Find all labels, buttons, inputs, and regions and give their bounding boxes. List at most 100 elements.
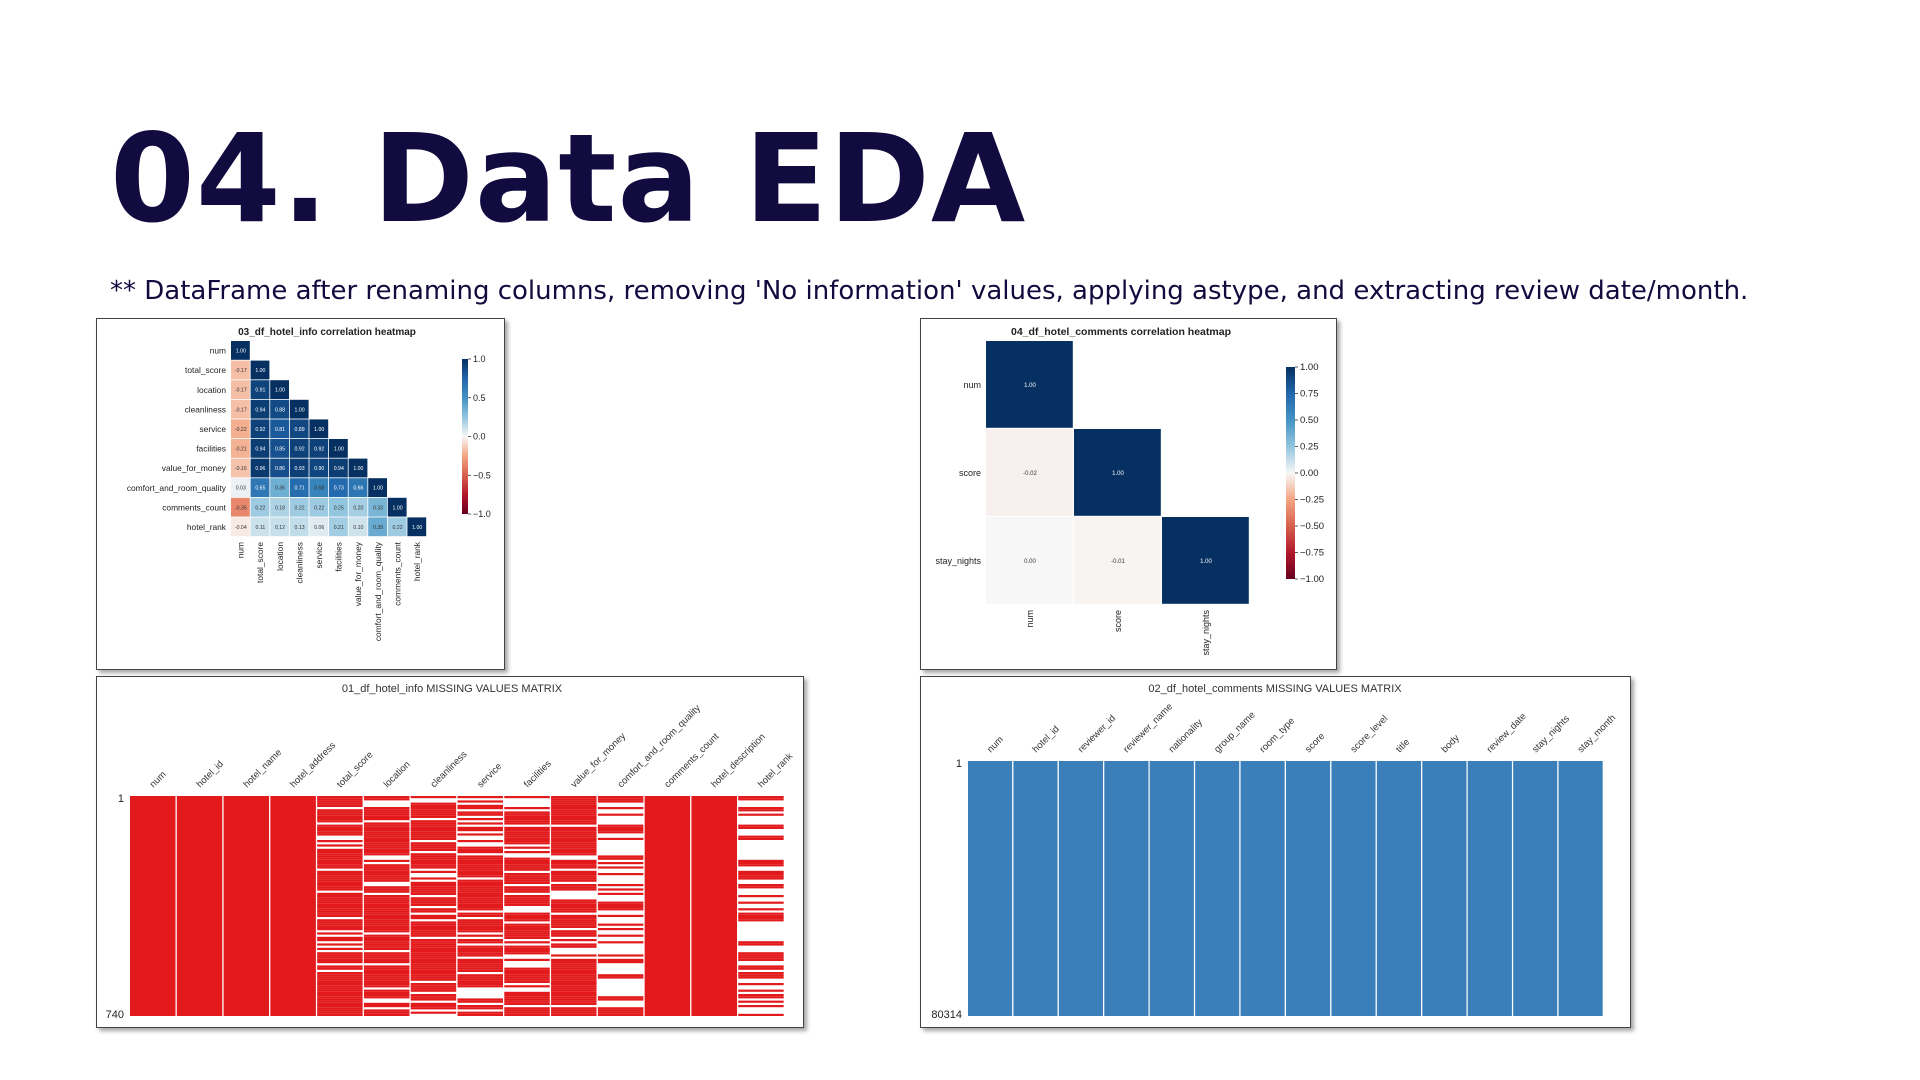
filled-row-band [317, 886, 363, 889]
filled-row-band [551, 917, 597, 920]
x-tick-label: facilities [334, 542, 344, 572]
heatmap-cell-value: 0.65 [255, 486, 265, 492]
filled-row-band [597, 862, 644, 865]
column-partial [551, 796, 597, 1016]
filled-row-band [410, 857, 457, 860]
filled-row-band [597, 1007, 644, 1010]
column-label: total_score [335, 749, 376, 790]
filled-row-band [597, 873, 644, 876]
heatmap-cell [329, 478, 348, 497]
heatmap-cell-value: 0.94 [255, 407, 265, 413]
filled-row-band [457, 848, 504, 851]
filled-row-band [551, 798, 597, 801]
heatmap-cell-value: 0.58 [314, 486, 324, 492]
heatmap-cell-value: 1.00 [373, 486, 383, 492]
heatmap-cell-value: 0.38 [373, 525, 383, 531]
filled-row-band [363, 994, 410, 997]
filled-row-band [551, 851, 597, 854]
filled-row-band [457, 1013, 504, 1016]
y-tick-label: cleanliness [185, 404, 226, 414]
filled-row-band [317, 925, 363, 928]
column-filled [1149, 761, 1194, 1016]
filled-row-band [363, 941, 410, 944]
filled-row-band [551, 919, 597, 922]
filled-row-band [504, 901, 550, 904]
filled-row-band [457, 952, 504, 955]
heatmap-cell-value: 0.96 [255, 466, 265, 472]
heatmap-cell-value: 0.22 [255, 505, 265, 511]
column-label: score [1303, 731, 1327, 755]
filled-row-band [457, 954, 504, 957]
filled-row-band [457, 796, 504, 799]
filled-row-band [363, 958, 410, 961]
heatmap-cell [348, 458, 368, 478]
heatmap-cell [289, 517, 309, 537]
heatmap-cell-value: 0.71 [295, 486, 305, 492]
chart-title: 02_df_hotel_comments MISSING VALUES MATR… [1148, 683, 1402, 695]
heatmap-cell-value: -0.01 [1111, 559, 1125, 565]
filled-row-band [363, 974, 410, 977]
filled-row-band [738, 974, 784, 977]
hotel-comments-missing-matrix-panel: 02_df_hotel_comments MISSING VALUES MATR… [920, 676, 1631, 1028]
filled-row-band [457, 963, 504, 966]
colorbar [1286, 367, 1295, 579]
filled-row-band [504, 919, 550, 922]
filled-row-band [738, 826, 784, 829]
filled-row-band [551, 925, 597, 928]
filled-row-band [504, 1009, 550, 1012]
heatmap-cell-value: -0.21 [235, 447, 247, 453]
filled-row-band [363, 829, 410, 832]
filled-row-band [457, 939, 504, 942]
filled-row-band [597, 837, 644, 840]
filled-row-band [410, 877, 457, 880]
filled-row-band [317, 895, 363, 898]
heatmap-cell-value: 0.00 [1024, 559, 1036, 565]
filled-row-band [504, 925, 550, 928]
hotel-info-correlation-heatmap: 03_df_hotel_info correlation heatmap num n… [127, 327, 491, 641]
column-label: hotel_id [1030, 724, 1061, 755]
filled-row-band [457, 969, 504, 972]
filled-row-band [551, 989, 597, 992]
heatmap-cell [368, 478, 387, 497]
filled-row-band [317, 939, 363, 942]
heatmap-cell [270, 399, 289, 419]
filled-row-band [317, 857, 363, 860]
filled-row-band [363, 864, 410, 867]
filled-row-band [317, 813, 363, 816]
filled-row-band [317, 967, 363, 970]
filled-row-band [317, 910, 363, 913]
y-tick-label: service [199, 424, 226, 434]
filled-row-band [457, 934, 504, 937]
filled-row-band [457, 826, 504, 829]
filled-row-band [504, 842, 550, 845]
filled-row-band [410, 833, 457, 836]
filled-row-band [317, 820, 363, 823]
filled-row-band [317, 831, 363, 834]
filled-row-band [363, 815, 410, 818]
filled-row-band [504, 864, 550, 867]
filled-row-band [317, 954, 363, 957]
filled-row-band [317, 798, 363, 801]
column-label: num [148, 769, 169, 790]
filled-row-band [317, 1007, 363, 1010]
filled-row-band [597, 906, 644, 909]
filled-row-band [738, 835, 784, 838]
filled-row-band [317, 862, 363, 865]
filled-row-band [738, 941, 784, 944]
filled-row-band [738, 958, 784, 961]
filled-row-band [317, 897, 363, 900]
column-label: stay_month [1576, 713, 1619, 756]
filled-row-band [410, 934, 457, 937]
filled-row-band [317, 983, 363, 986]
filled-row-band [504, 947, 550, 950]
filled-row-band [504, 857, 550, 860]
filled-row-band [317, 870, 363, 873]
filled-row-band [551, 914, 597, 917]
filled-row-band [504, 822, 550, 825]
filled-row-band [551, 844, 597, 847]
filled-row-band [363, 985, 410, 988]
heatmap-cell-value: 0.66 [353, 486, 363, 492]
filled-row-band [410, 939, 457, 942]
heatmap-cell [231, 399, 250, 419]
filled-row-band [317, 840, 363, 843]
